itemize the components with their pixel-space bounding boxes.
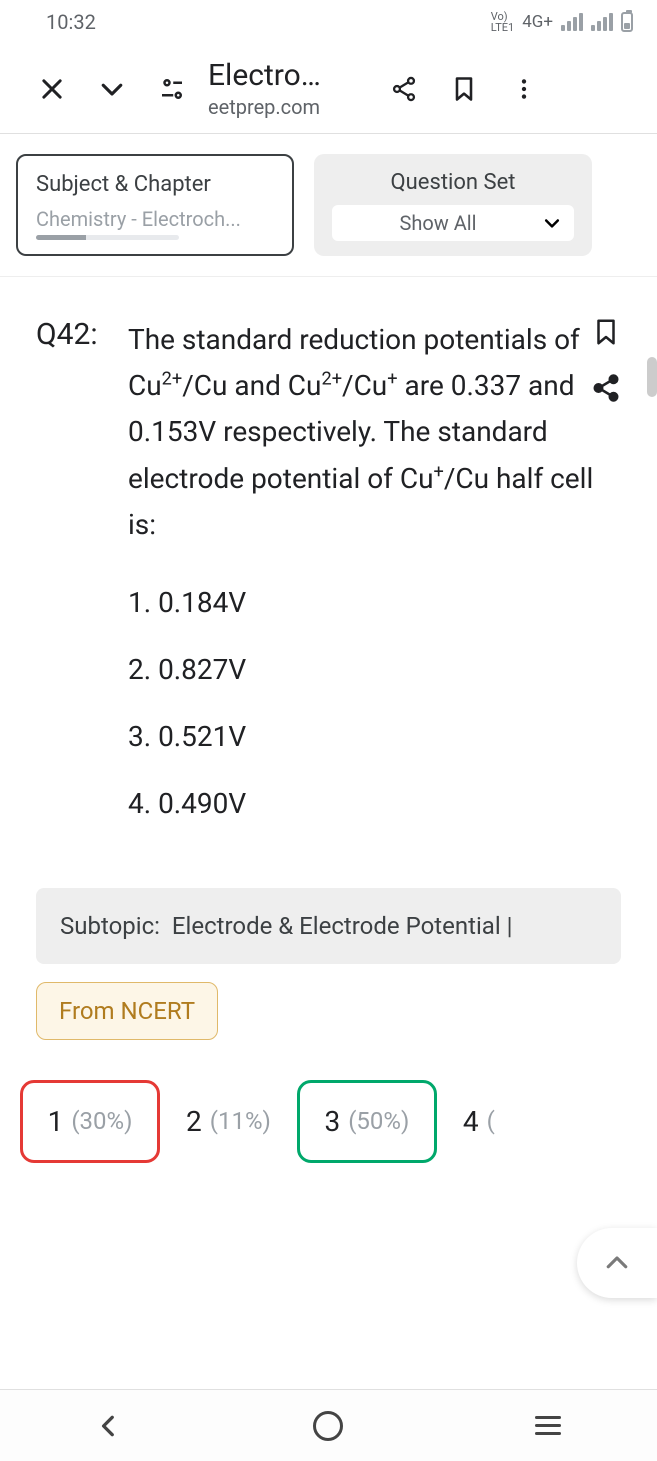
signal-1-icon (561, 13, 583, 31)
answer-num: 2 (186, 1105, 202, 1138)
option-list: 1. 0.184V 2. 0.827V 3. 0.521V 4. 0.490V (128, 586, 621, 820)
answer-num: 4 (463, 1105, 479, 1138)
answer-num: 3 (324, 1105, 340, 1138)
chevron-down-icon[interactable] (82, 74, 142, 104)
filter-row: Subject & Chapter Chemistry - Electroch.… (0, 134, 657, 277)
option-1[interactable]: 1. 0.184V (128, 586, 621, 619)
answer-num: 1 (48, 1105, 64, 1138)
filter-set-value: Show All (344, 211, 532, 235)
filter-subject-value: Chemistry - Electroch... (36, 207, 241, 231)
close-icon[interactable] (22, 75, 82, 103)
subtopic-box: Subtopic: Electrode & Electrode Potentia… (36, 888, 621, 964)
bookmark-icon[interactable] (434, 75, 494, 103)
share-icon[interactable] (374, 75, 434, 103)
answer-pct: (11%) (210, 1107, 271, 1135)
filter-subject-underline (36, 235, 179, 240)
question-actions (591, 317, 621, 403)
answer-pct: ( (487, 1107, 495, 1135)
system-navbar (0, 1389, 657, 1461)
question-stem: The standard reduction potentials of Cu2… (128, 317, 621, 548)
option-2[interactable]: 2. 0.827V (128, 653, 621, 686)
status-bar: 10:32 Vo)LTE1 4G+ (0, 0, 657, 40)
answer-pct: (50%) (348, 1107, 409, 1135)
filter-subject-label: Subject & Chapter (36, 172, 274, 197)
question-card: Q42: The standard reduction potentials o… (0, 277, 657, 864)
scrollbar-thumb[interactable] (647, 357, 657, 397)
scroll-top-button[interactable] (577, 1228, 657, 1298)
share-question-icon[interactable] (591, 373, 621, 403)
answer-btn-2[interactable]: 2 (11%) (180, 1083, 277, 1160)
page-title: Electro… (208, 58, 368, 93)
clock: 10:32 (46, 10, 96, 34)
answer-strip: 1 (30%) 2 (11%) 3 (50%) 4 ( (0, 1080, 657, 1163)
browser-toolbar: Electro… eetprep.com (0, 40, 657, 133)
nav-back-icon[interactable] (96, 1413, 122, 1439)
filter-question-set[interactable]: Question Set Show All (314, 154, 592, 256)
battery-icon (621, 12, 633, 32)
tag-from-ncert: From NCERT (36, 982, 218, 1040)
more-icon[interactable] (494, 76, 554, 102)
subtopic-label: Subtopic: (60, 912, 172, 940)
answer-pct: (30%) (71, 1107, 132, 1135)
reader-settings-icon[interactable] (142, 74, 202, 104)
filter-set-label: Question Set (332, 170, 574, 195)
answer-btn-1[interactable]: 1 (30%) (20, 1080, 160, 1163)
nav-home-icon[interactable] (313, 1411, 343, 1441)
option-4[interactable]: 4. 0.490V (128, 787, 621, 820)
answer-btn-4[interactable]: 4 ( (457, 1083, 501, 1160)
chevron-down-icon (542, 213, 562, 233)
status-right: Vo)LTE1 4G+ (491, 11, 633, 33)
page-domain: eetprep.com (208, 95, 368, 119)
option-3[interactable]: 3. 0.521V (128, 720, 621, 753)
signal-2-icon (591, 13, 613, 31)
nav-recent-icon[interactable] (535, 1416, 561, 1435)
bookmark-outline-icon[interactable] (591, 317, 621, 347)
answer-btn-3[interactable]: 3 (50%) (297, 1080, 437, 1163)
question-number: Q42: (36, 317, 128, 352)
address-area[interactable]: Electro… eetprep.com (208, 58, 368, 119)
filter-subject-chapter[interactable]: Subject & Chapter Chemistry - Electroch.… (16, 154, 294, 256)
lte-label: Vo)LTE1 (491, 11, 514, 33)
subtopic-value: Electrode & Electrode Potential | (172, 912, 513, 940)
network-label: 4G+ (522, 12, 553, 32)
